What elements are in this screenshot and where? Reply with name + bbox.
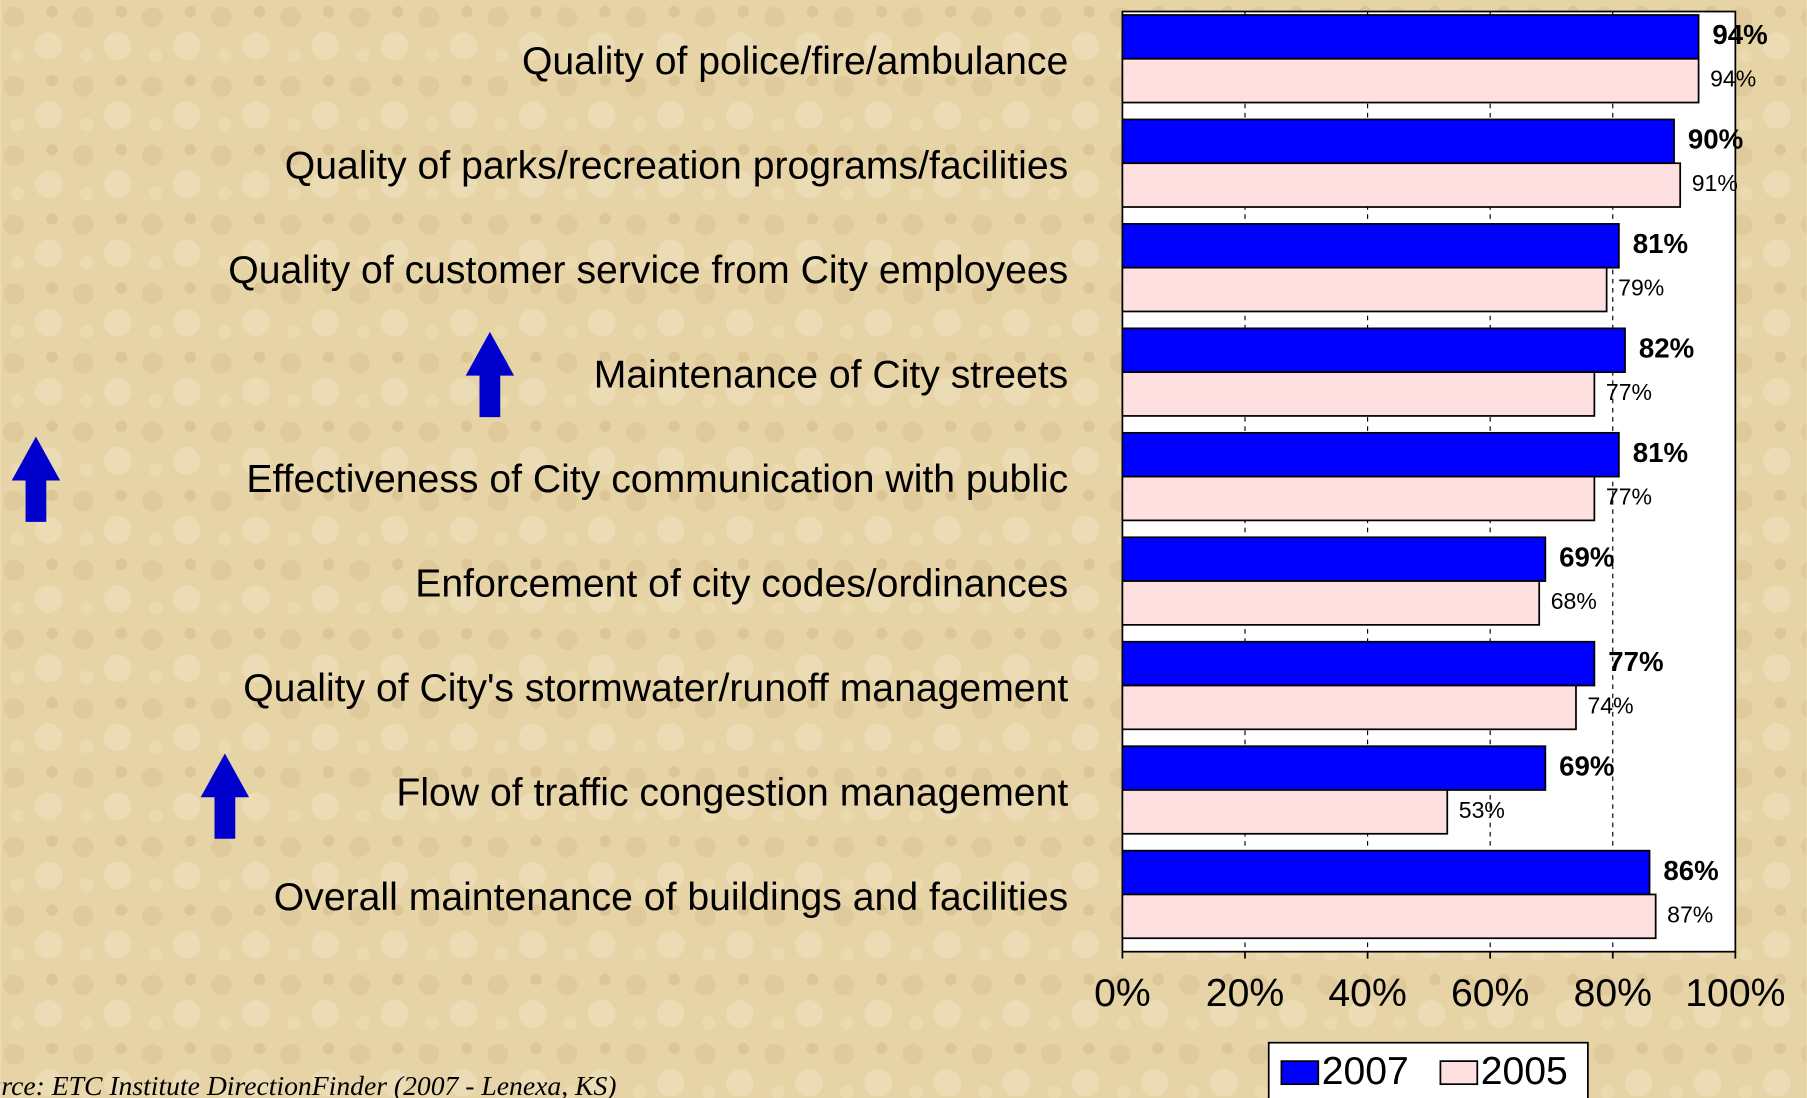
bar bbox=[1121, 266, 1608, 313]
bar bbox=[1121, 475, 1596, 522]
x-tick-label: 20% bbox=[1206, 972, 1284, 1015]
category-label: Effectiveness of City communication with… bbox=[246, 458, 1068, 501]
up-arrow bbox=[465, 331, 515, 418]
bar bbox=[1121, 849, 1651, 896]
data-label: 81% bbox=[1633, 228, 1688, 259]
category-label: Flow of traffic congestion management bbox=[396, 771, 1068, 814]
bar bbox=[1121, 536, 1547, 582]
data-label: 77% bbox=[1608, 646, 1663, 677]
legend-swatch bbox=[1439, 1060, 1479, 1086]
data-label: 79% bbox=[1618, 275, 1664, 301]
legend-label: 2007 bbox=[1322, 1050, 1409, 1093]
up-arrow bbox=[11, 436, 61, 522]
bar bbox=[1121, 789, 1449, 835]
bar bbox=[1121, 57, 1700, 104]
data-label: 69% bbox=[1559, 750, 1614, 781]
data-label: 91% bbox=[1692, 170, 1738, 196]
up-arrow bbox=[200, 753, 250, 839]
data-label: 74% bbox=[1588, 693, 1634, 719]
x-tick-label: 100% bbox=[1685, 972, 1785, 1015]
legend-swatch bbox=[1280, 1060, 1320, 1086]
x-tick-label: 60% bbox=[1451, 972, 1529, 1015]
x-tick-label: 80% bbox=[1574, 972, 1652, 1015]
source-note: Source: ETC Institute DirectionFinder (2… bbox=[0, 1070, 616, 1098]
data-label: 94% bbox=[1710, 66, 1756, 92]
x-tick-label: 40% bbox=[1328, 972, 1406, 1015]
data-label: 77% bbox=[1606, 484, 1652, 510]
category-label: Quality of customer service from City em… bbox=[228, 249, 1068, 292]
bar bbox=[1121, 14, 1700, 60]
category-label: Maintenance of City streets bbox=[594, 353, 1068, 396]
bar bbox=[1121, 580, 1541, 626]
data-label: 86% bbox=[1663, 855, 1718, 886]
bar bbox=[1121, 162, 1682, 208]
data-label: 94% bbox=[1712, 19, 1767, 50]
data-label: 53% bbox=[1459, 797, 1505, 823]
category-label: Quality of police/fire/ambulance bbox=[522, 40, 1068, 83]
bar bbox=[1121, 327, 1626, 374]
legend-label: 2005 bbox=[1481, 1050, 1568, 1093]
bar bbox=[1121, 118, 1675, 165]
data-label: 82% bbox=[1639, 333, 1694, 364]
data-label: 69% bbox=[1559, 541, 1614, 572]
arrows bbox=[11, 331, 515, 839]
x-tick-label: 0% bbox=[1094, 972, 1151, 1015]
data-label: 90% bbox=[1688, 124, 1743, 155]
bar bbox=[1121, 893, 1657, 940]
category-label: Quality of parks/recreation programs/fac… bbox=[285, 145, 1068, 188]
bar bbox=[1121, 371, 1596, 417]
bar bbox=[1121, 223, 1620, 269]
bar bbox=[1121, 684, 1577, 731]
bar bbox=[1121, 745, 1547, 791]
data-label: 87% bbox=[1667, 901, 1713, 927]
category-label: Enforcement of city codes/ordinances bbox=[415, 562, 1068, 605]
legend-box bbox=[1267, 1041, 1589, 1098]
bar bbox=[1121, 431, 1620, 478]
category-label: Quality of City's stormwater/runoff mana… bbox=[243, 667, 1068, 710]
data-label: 68% bbox=[1551, 588, 1597, 614]
data-label: 81% bbox=[1633, 437, 1688, 468]
category-label: Overall maintenance of buildings and fac… bbox=[274, 876, 1068, 919]
data-label: 77% bbox=[1606, 379, 1652, 405]
bar bbox=[1121, 640, 1596, 687]
